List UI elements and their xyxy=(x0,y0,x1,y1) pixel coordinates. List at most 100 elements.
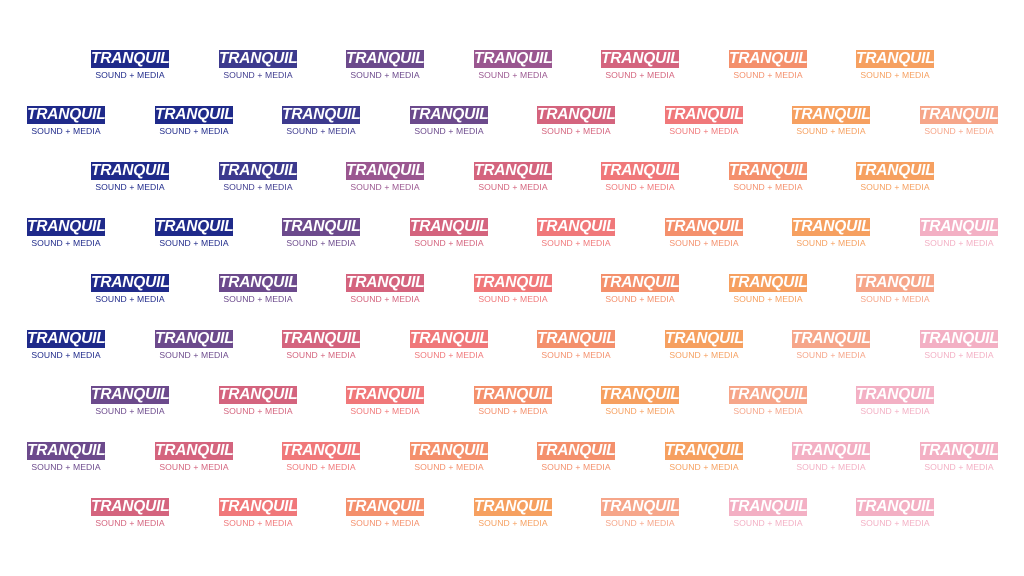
tranquil-logo: TRANQUIL SOUND + MEDIA xyxy=(856,386,934,418)
logo-tagline: SOUND + MEDIA xyxy=(95,406,165,416)
logo-wordmark: TRANQUIL xyxy=(537,330,615,348)
tranquil-logo: TRANQUIL SOUND + MEDIA xyxy=(601,274,679,306)
logo-tagline: SOUND + MEDIA xyxy=(860,182,930,192)
logo-tagline: SOUND + MEDIA xyxy=(414,126,484,136)
logo-wordmark: TRANQUIL xyxy=(219,386,297,404)
logo-wordmark: TRANQUIL xyxy=(665,442,743,460)
logo-tagline: SOUND + MEDIA xyxy=(350,182,420,192)
tranquil-logo: TRANQUIL SOUND + MEDIA xyxy=(282,106,360,138)
logo-tagline: SOUND + MEDIA xyxy=(159,126,229,136)
tranquil-logo: TRANQUIL SOUND + MEDIA xyxy=(91,498,169,530)
logo-wordmark: TRANQUIL xyxy=(729,386,807,404)
tranquil-logo: TRANQUIL SOUND + MEDIA xyxy=(282,330,360,362)
tranquil-logo: TRANQUIL SOUND + MEDIA xyxy=(282,218,360,250)
logo-wordmark: TRANQUIL xyxy=(665,106,743,124)
logo-tagline: SOUND + MEDIA xyxy=(159,238,229,248)
tranquil-logo: TRANQUIL SOUND + MEDIA xyxy=(27,330,105,362)
logo-wordmark: TRANQUIL xyxy=(537,106,615,124)
logo-tagline: SOUND + MEDIA xyxy=(796,462,866,472)
logo-tagline: SOUND + MEDIA xyxy=(541,238,611,248)
logo-tagline: SOUND + MEDIA xyxy=(796,238,866,248)
logo-tagline: SOUND + MEDIA xyxy=(541,126,611,136)
tranquil-logo: TRANQUIL SOUND + MEDIA xyxy=(729,386,807,418)
tranquil-logo: TRANQUIL SOUND + MEDIA xyxy=(920,330,998,362)
logo-tagline: SOUND + MEDIA xyxy=(605,182,675,192)
tranquil-logo: TRANQUIL SOUND + MEDIA xyxy=(474,50,552,82)
logo-tagline: SOUND + MEDIA xyxy=(223,518,293,528)
logo-tagline: SOUND + MEDIA xyxy=(350,70,420,80)
logo-wordmark: TRANQUIL xyxy=(792,106,870,124)
logo-wordmark: TRANQUIL xyxy=(410,442,488,460)
logo-tagline: SOUND + MEDIA xyxy=(796,350,866,360)
logo-wordmark: TRANQUIL xyxy=(27,442,105,460)
logo-tagline: SOUND + MEDIA xyxy=(733,294,803,304)
tranquil-logo: TRANQUIL SOUND + MEDIA xyxy=(792,330,870,362)
tranquil-logo: TRANQUIL SOUND + MEDIA xyxy=(792,106,870,138)
logo-wordmark: TRANQUIL xyxy=(219,498,297,516)
logo-tagline: SOUND + MEDIA xyxy=(478,294,548,304)
logo-tagline: SOUND + MEDIA xyxy=(414,238,484,248)
tranquil-logo: TRANQUIL SOUND + MEDIA xyxy=(27,218,105,250)
logo-wordmark: TRANQUIL xyxy=(920,442,998,460)
logo-tagline: SOUND + MEDIA xyxy=(478,182,548,192)
tranquil-logo: TRANQUIL SOUND + MEDIA xyxy=(601,498,679,530)
logo-wordmark: TRANQUIL xyxy=(91,386,169,404)
tranquil-logo: TRANQUIL SOUND + MEDIA xyxy=(219,386,297,418)
logo-tagline: SOUND + MEDIA xyxy=(924,126,994,136)
logo-tagline: SOUND + MEDIA xyxy=(605,294,675,304)
logo-tagline: SOUND + MEDIA xyxy=(95,70,165,80)
tranquil-logo: TRANQUIL SOUND + MEDIA xyxy=(27,442,105,474)
logo-tagline: SOUND + MEDIA xyxy=(924,350,994,360)
tranquil-logo: TRANQUIL SOUND + MEDIA xyxy=(410,330,488,362)
logo-tagline: SOUND + MEDIA xyxy=(159,350,229,360)
tranquil-logo: TRANQUIL SOUND + MEDIA xyxy=(601,386,679,418)
tranquil-logo: TRANQUIL SOUND + MEDIA xyxy=(346,498,424,530)
logo-tagline: SOUND + MEDIA xyxy=(31,462,101,472)
logo-wordmark: TRANQUIL xyxy=(729,498,807,516)
tranquil-logo: TRANQUIL SOUND + MEDIA xyxy=(282,442,360,474)
logo-wordmark: TRANQUIL xyxy=(537,442,615,460)
logo-wordmark: TRANQUIL xyxy=(920,330,998,348)
logo-tagline: SOUND + MEDIA xyxy=(223,70,293,80)
logo-tagline: SOUND + MEDIA xyxy=(860,70,930,80)
tranquil-logo: TRANQUIL SOUND + MEDIA xyxy=(410,106,488,138)
logo-wordmark: TRANQUIL xyxy=(474,162,552,180)
logo-tagline: SOUND + MEDIA xyxy=(924,462,994,472)
logo-wordmark: TRANQUIL xyxy=(410,330,488,348)
logo-tagline: SOUND + MEDIA xyxy=(350,294,420,304)
logo-wordmark: TRANQUIL xyxy=(219,274,297,292)
tranquil-logo: TRANQUIL SOUND + MEDIA xyxy=(346,50,424,82)
tranquil-logo: TRANQUIL SOUND + MEDIA xyxy=(856,274,934,306)
logo-tagline: SOUND + MEDIA xyxy=(159,462,229,472)
tranquil-logo: TRANQUIL SOUND + MEDIA xyxy=(665,330,743,362)
tranquil-logo: TRANQUIL SOUND + MEDIA xyxy=(856,50,934,82)
logo-wordmark: TRANQUIL xyxy=(856,386,934,404)
logo-wordmark: TRANQUIL xyxy=(346,498,424,516)
tranquil-logo: TRANQUIL SOUND + MEDIA xyxy=(537,106,615,138)
logo-wordmark: TRANQUIL xyxy=(665,218,743,236)
logo-tagline: SOUND + MEDIA xyxy=(95,182,165,192)
logo-tagline: SOUND + MEDIA xyxy=(95,518,165,528)
tranquil-logo: TRANQUIL SOUND + MEDIA xyxy=(729,50,807,82)
logo-tagline: SOUND + MEDIA xyxy=(541,350,611,360)
tranquil-logo: TRANQUIL SOUND + MEDIA xyxy=(474,498,552,530)
logo-wordmark: TRANQUIL xyxy=(91,498,169,516)
tranquil-logo: TRANQUIL SOUND + MEDIA xyxy=(601,50,679,82)
logo-wordmark: TRANQUIL xyxy=(474,274,552,292)
logo-wordmark: TRANQUIL xyxy=(474,498,552,516)
logo-wordmark: TRANQUIL xyxy=(219,162,297,180)
logo-wordmark: TRANQUIL xyxy=(729,50,807,68)
tranquil-logo: TRANQUIL SOUND + MEDIA xyxy=(91,386,169,418)
logo-tagline: SOUND + MEDIA xyxy=(223,294,293,304)
tranquil-logo: TRANQUIL SOUND + MEDIA xyxy=(219,274,297,306)
tranquil-logo: TRANQUIL SOUND + MEDIA xyxy=(856,162,934,194)
logo-tagline: SOUND + MEDIA xyxy=(350,406,420,416)
logo-tagline: SOUND + MEDIA xyxy=(414,462,484,472)
tranquil-logo: TRANQUIL SOUND + MEDIA xyxy=(27,106,105,138)
tranquil-logo: TRANQUIL SOUND + MEDIA xyxy=(920,218,998,250)
tranquil-logo: TRANQUIL SOUND + MEDIA xyxy=(729,162,807,194)
logo-tagline: SOUND + MEDIA xyxy=(223,182,293,192)
logo-wordmark: TRANQUIL xyxy=(601,162,679,180)
logo-tagline: SOUND + MEDIA xyxy=(478,518,548,528)
